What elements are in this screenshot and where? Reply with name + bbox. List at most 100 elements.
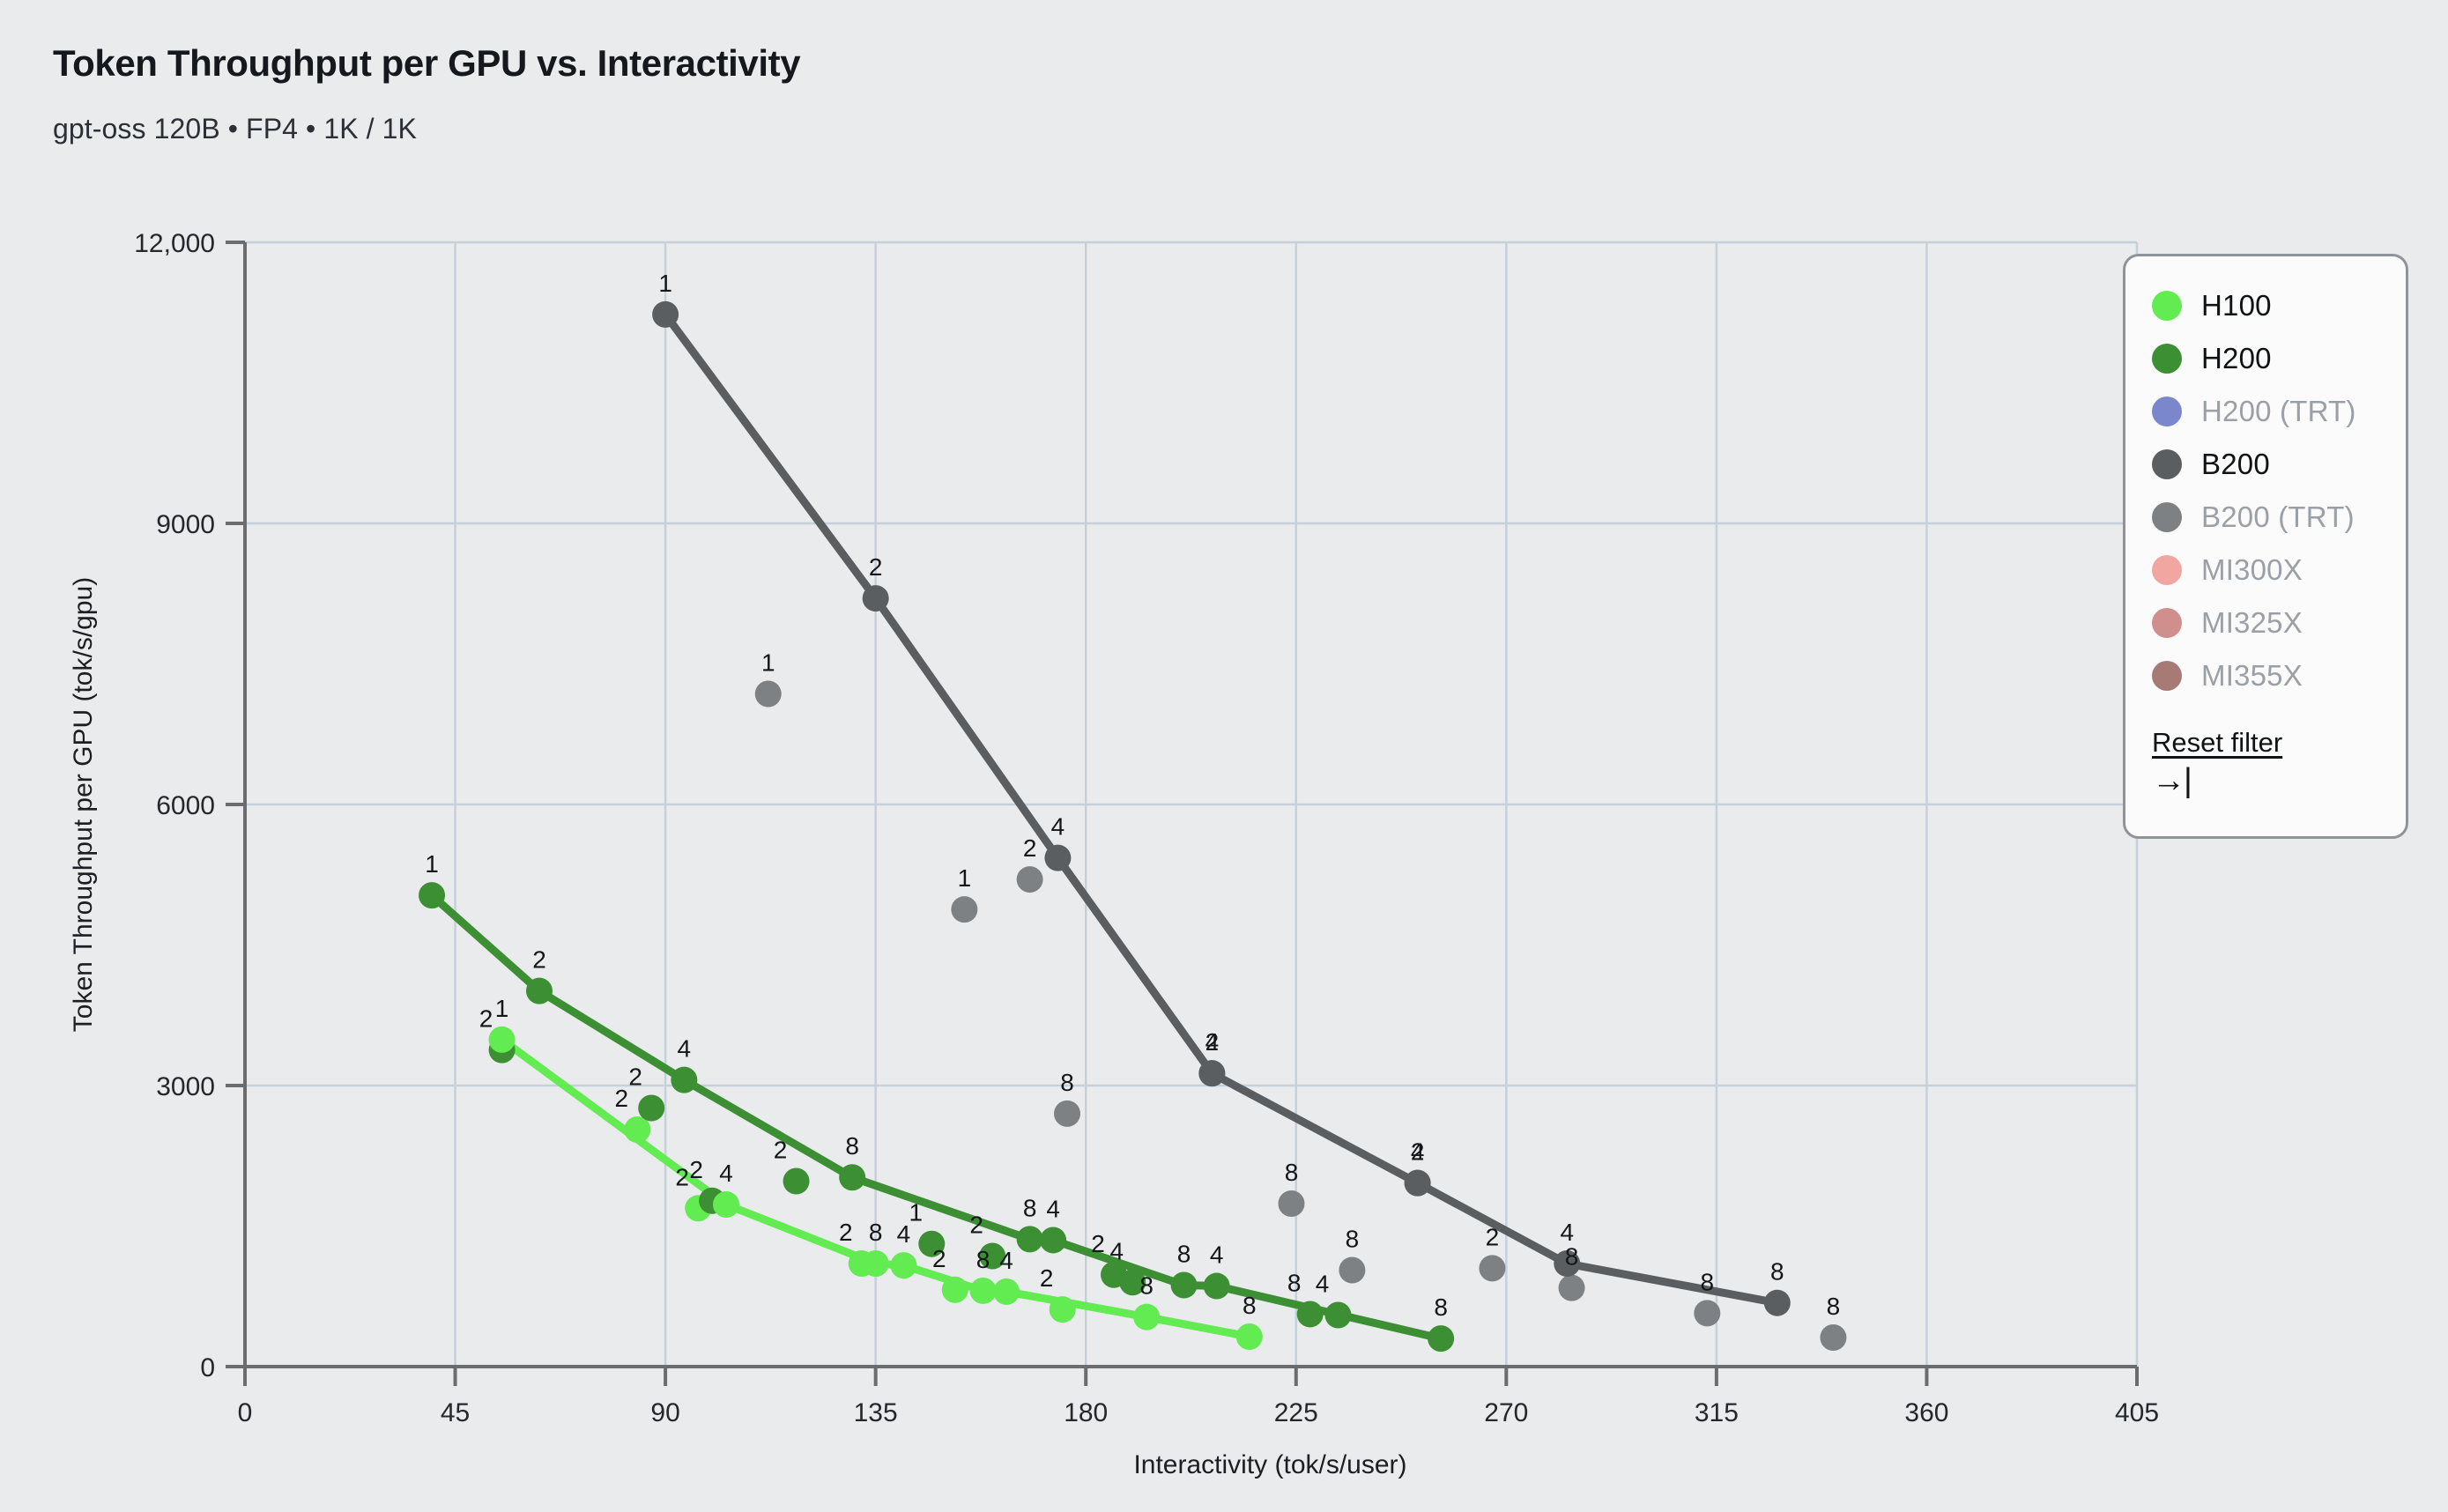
data-point[interactable] bbox=[1404, 1169, 1431, 1197]
data-point[interactable] bbox=[951, 896, 978, 923]
legend-item-b200-trt[interactable]: B200 (TRT) bbox=[2125, 491, 2406, 544]
point-label: 1 bbox=[958, 864, 972, 892]
data-point[interactable] bbox=[1016, 866, 1043, 893]
point-label: 8 bbox=[1565, 1243, 1579, 1271]
data-point[interactable] bbox=[1170, 1271, 1198, 1299]
data-point[interactable] bbox=[1820, 1324, 1847, 1352]
legend-item-label: H200 bbox=[2201, 342, 2272, 374]
data-point[interactable] bbox=[1054, 1100, 1081, 1127]
point-label: 8 bbox=[976, 1246, 990, 1273]
x-tick-label: 180 bbox=[1064, 1398, 1108, 1427]
data-point[interactable] bbox=[624, 1115, 651, 1143]
reset-filter-link[interactable]: Reset filter bbox=[2152, 727, 2283, 758]
x-tick-label: 405 bbox=[2115, 1398, 2159, 1427]
data-point[interactable] bbox=[1558, 1274, 1585, 1301]
data-point[interactable] bbox=[1324, 1301, 1352, 1329]
legend-swatch-icon bbox=[2152, 291, 2182, 321]
data-point[interactable] bbox=[1016, 1226, 1043, 1253]
point-label: 2 bbox=[1205, 1028, 1220, 1056]
data-point[interactable] bbox=[488, 1026, 516, 1053]
data-point[interactable] bbox=[862, 1250, 889, 1278]
data-point[interactable] bbox=[1049, 1296, 1076, 1323]
legend-item-label: H200 (TRT) bbox=[2201, 395, 2356, 427]
point-label: 2 bbox=[689, 1156, 703, 1183]
data-point[interactable] bbox=[1694, 1300, 1721, 1327]
x-tick-label: 360 bbox=[1904, 1398, 1948, 1427]
data-point[interactable] bbox=[1339, 1256, 1366, 1284]
point-label: 4 bbox=[1210, 1241, 1224, 1269]
data-point[interactable] bbox=[754, 680, 782, 708]
data-point[interactable] bbox=[1554, 1250, 1581, 1278]
data-point[interactable] bbox=[1479, 1255, 1506, 1282]
point-label: 1 bbox=[495, 995, 509, 1022]
y-axis-title: Token Throughput per GPU (tok/s/gpu) bbox=[69, 577, 98, 1032]
data-point[interactable] bbox=[839, 1164, 866, 1191]
legend-item-h200-trt[interactable]: H200 (TRT) bbox=[2125, 385, 2406, 438]
data-point[interactable] bbox=[1203, 1272, 1230, 1300]
point-label: 8 bbox=[1827, 1293, 1841, 1320]
data-point[interactable] bbox=[713, 1191, 740, 1219]
data-point[interactable] bbox=[862, 585, 889, 612]
arrow-to-bar-icon[interactable]: →| bbox=[2152, 762, 2192, 799]
data-point[interactable] bbox=[652, 300, 679, 328]
series-legend[interactable]: H100 H200 H200 (TRT) B200 B200 (TRT) MI300X MI… bbox=[2123, 254, 2408, 839]
legend-item-b200[interactable]: B200 bbox=[2125, 438, 2406, 491]
legend-item-h100[interactable]: H100 bbox=[2125, 279, 2406, 332]
data-point[interactable] bbox=[890, 1252, 917, 1279]
data-point[interactable] bbox=[1235, 1323, 1263, 1350]
legend-item-label: MI300X bbox=[2201, 553, 2303, 586]
point-label: 2 bbox=[774, 1136, 788, 1163]
legend-swatch-icon bbox=[2152, 555, 2182, 585]
data-point[interactable] bbox=[941, 1276, 968, 1303]
data-point[interactable] bbox=[1296, 1301, 1324, 1328]
reset-filter-block[interactable]: Reset filter →| bbox=[2125, 727, 2406, 797]
x-tick-label: 45 bbox=[441, 1398, 470, 1427]
data-point[interactable] bbox=[918, 1230, 946, 1257]
y-tick-label: 3000 bbox=[156, 1072, 215, 1101]
legend-item-mi300x[interactable]: MI300X bbox=[2125, 544, 2406, 597]
x-axis-title: Interactivity (tok/s/user) bbox=[1133, 1450, 1406, 1479]
data-point[interactable] bbox=[638, 1094, 665, 1122]
data-point[interactable] bbox=[1119, 1269, 1146, 1296]
data-point[interactable] bbox=[979, 1242, 1006, 1270]
data-point[interactable] bbox=[1040, 1227, 1067, 1254]
data-point[interactable] bbox=[1044, 844, 1072, 871]
point-label: 2 bbox=[969, 1212, 983, 1239]
data-point[interactable] bbox=[1763, 1289, 1791, 1316]
point-label: 8 bbox=[1346, 1225, 1360, 1252]
x-tick-label: 90 bbox=[650, 1398, 679, 1427]
point-label: 2 bbox=[479, 1005, 493, 1033]
point-label: 8 bbox=[1287, 1269, 1302, 1296]
page-subtitle: gpt-oss 120B • FP4 • 1K / 1K bbox=[53, 113, 417, 145]
data-point[interactable] bbox=[1428, 1325, 1455, 1353]
point-label: 4 bbox=[1051, 813, 1065, 841]
point-label: 8 bbox=[1434, 1293, 1448, 1321]
data-point[interactable] bbox=[671, 1066, 698, 1093]
series-line-h100[interactable] bbox=[498, 1035, 1254, 1341]
y-tick-label: 0 bbox=[200, 1353, 215, 1382]
x-tick-label: 315 bbox=[1695, 1398, 1739, 1427]
point-label: 2 bbox=[1040, 1264, 1054, 1292]
data-point[interactable] bbox=[525, 977, 553, 1004]
point-label: 2 bbox=[532, 946, 546, 974]
data-point[interactable] bbox=[783, 1167, 810, 1195]
point-label: 2 bbox=[839, 1219, 853, 1246]
point-label: 2 bbox=[1411, 1138, 1425, 1166]
legend-item-mi325x[interactable]: MI325X bbox=[2125, 597, 2406, 649]
point-label: 4 bbox=[897, 1220, 911, 1248]
data-point[interactable] bbox=[1278, 1190, 1305, 1217]
point-label: 1 bbox=[658, 270, 672, 297]
data-point[interactable] bbox=[1198, 1060, 1226, 1087]
data-point[interactable] bbox=[969, 1277, 997, 1304]
legend-item-h200[interactable]: H200 bbox=[2125, 332, 2406, 385]
legend-item-label: B200 bbox=[2201, 448, 2270, 480]
data-point[interactable] bbox=[419, 882, 446, 909]
data-point[interactable] bbox=[1133, 1303, 1161, 1330]
legend-item-label: MI325X bbox=[2201, 606, 2303, 639]
point-label: 2 bbox=[615, 1085, 629, 1112]
legend-item-list[interactable]: H100 H200 H200 (TRT) B200 B200 (TRT) MI300X MI… bbox=[2125, 279, 2406, 702]
data-point[interactable] bbox=[993, 1278, 1020, 1305]
legend-item-mi355x[interactable]: MI355X bbox=[2125, 649, 2406, 702]
